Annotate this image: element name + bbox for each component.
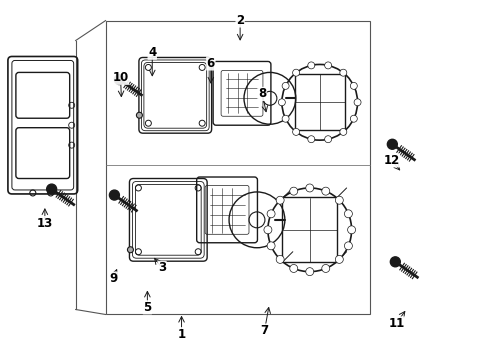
Text: 13: 13	[37, 216, 53, 230]
Circle shape	[290, 265, 298, 273]
Circle shape	[350, 115, 357, 122]
Circle shape	[388, 139, 397, 149]
Circle shape	[325, 136, 332, 143]
Circle shape	[127, 247, 133, 253]
Text: 11: 11	[388, 317, 404, 330]
Text: 1: 1	[177, 328, 186, 341]
Text: 5: 5	[143, 301, 151, 314]
Bar	[282, 197, 337, 262]
Circle shape	[293, 129, 299, 135]
Bar	[295, 75, 344, 130]
Circle shape	[306, 184, 314, 192]
Circle shape	[340, 69, 347, 76]
Circle shape	[264, 226, 272, 234]
Text: 4: 4	[148, 46, 156, 59]
Circle shape	[47, 184, 57, 194]
Circle shape	[276, 255, 284, 264]
Circle shape	[322, 265, 330, 273]
Circle shape	[344, 210, 352, 218]
Circle shape	[267, 242, 275, 250]
Text: 12: 12	[383, 154, 399, 167]
Text: 10: 10	[112, 71, 129, 84]
Text: 3: 3	[158, 261, 166, 274]
Circle shape	[325, 62, 332, 69]
Circle shape	[308, 136, 315, 143]
Circle shape	[347, 226, 356, 234]
Circle shape	[267, 210, 275, 218]
Circle shape	[293, 69, 299, 76]
Circle shape	[354, 99, 361, 106]
Circle shape	[278, 99, 285, 106]
Text: 8: 8	[258, 87, 266, 100]
Bar	[105, 21, 369, 315]
Circle shape	[340, 129, 347, 135]
Text: 7: 7	[261, 324, 269, 337]
Circle shape	[335, 255, 343, 264]
Text: 6: 6	[207, 57, 215, 70]
Circle shape	[114, 75, 124, 85]
Circle shape	[306, 268, 314, 276]
Circle shape	[344, 242, 352, 250]
Circle shape	[282, 115, 289, 122]
Circle shape	[322, 187, 330, 195]
Circle shape	[350, 82, 357, 89]
Circle shape	[308, 62, 315, 69]
Text: 9: 9	[109, 272, 117, 285]
Circle shape	[276, 196, 284, 204]
Circle shape	[335, 196, 343, 204]
Circle shape	[136, 112, 143, 118]
Circle shape	[109, 190, 120, 200]
Circle shape	[290, 187, 298, 195]
Text: 2: 2	[236, 14, 244, 27]
Circle shape	[391, 257, 400, 267]
Circle shape	[282, 82, 289, 89]
